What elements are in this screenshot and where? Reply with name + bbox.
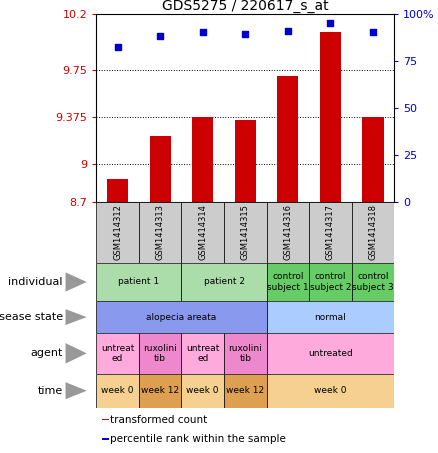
Bar (181, 333, 224, 374)
Text: week 12: week 12 (226, 386, 265, 395)
Bar (235, 120, 256, 202)
Bar (96, 333, 139, 374)
Text: week 0: week 0 (101, 386, 134, 395)
Text: GSM1414318: GSM1414318 (368, 204, 378, 260)
Text: disease state: disease state (0, 312, 63, 322)
Text: time: time (37, 386, 63, 396)
Text: control
subject 1: control subject 1 (267, 272, 309, 292)
Polygon shape (66, 272, 87, 292)
Point (114, 44, 121, 51)
Text: control
subject 3: control subject 3 (352, 272, 394, 292)
Text: agent: agent (30, 348, 63, 358)
Bar (267, 333, 394, 374)
Point (369, 29, 376, 36)
Title: GDS5275 / 220617_s_at: GDS5275 / 220617_s_at (162, 0, 328, 13)
Bar (96, 374, 139, 408)
Bar (96, 263, 181, 301)
Text: patient 1: patient 1 (118, 278, 159, 286)
Text: week 12: week 12 (141, 386, 179, 395)
Bar (139, 374, 181, 408)
Text: percentile rank within the sample: percentile rank within the sample (110, 434, 286, 444)
Text: untreated: untreated (308, 349, 353, 358)
Text: ruxolini
tib: ruxolini tib (143, 344, 177, 363)
Text: untreat
ed: untreat ed (186, 344, 219, 363)
Text: transformed count: transformed count (110, 414, 207, 424)
Text: ruxolini
tib: ruxolini tib (228, 344, 262, 363)
Point (199, 29, 206, 36)
Text: week 0: week 0 (187, 386, 219, 395)
Bar (192, 117, 213, 202)
Text: GSM1414317: GSM1414317 (326, 204, 335, 260)
Text: week 0: week 0 (314, 386, 346, 395)
Bar (139, 333, 181, 374)
Point (327, 19, 334, 27)
Polygon shape (66, 343, 87, 363)
Bar (267, 202, 309, 263)
Text: control
subject 2: control subject 2 (310, 272, 351, 292)
Bar (362, 117, 384, 202)
Text: individual: individual (8, 277, 63, 287)
Polygon shape (66, 309, 87, 325)
Bar (352, 263, 394, 301)
Text: GSM1414316: GSM1414316 (283, 204, 292, 260)
Bar (224, 333, 267, 374)
Bar (320, 32, 341, 202)
Polygon shape (66, 382, 87, 399)
Bar (352, 202, 394, 263)
Text: GSM1414312: GSM1414312 (113, 204, 122, 260)
Bar (107, 179, 128, 202)
Bar (267, 263, 309, 301)
Text: GSM1414313: GSM1414313 (155, 204, 165, 260)
Bar (181, 374, 224, 408)
Bar (181, 263, 267, 301)
Bar (96, 202, 139, 263)
Bar (181, 202, 224, 263)
Text: alopecia areata: alopecia areata (146, 313, 216, 322)
Bar (149, 136, 171, 202)
Bar (277, 76, 298, 202)
Bar (96, 301, 267, 333)
Bar (102, 419, 109, 420)
Text: GSM1414315: GSM1414315 (241, 204, 250, 260)
Bar (224, 202, 267, 263)
Bar (309, 202, 352, 263)
Bar (309, 263, 352, 301)
Text: GSM1414314: GSM1414314 (198, 204, 207, 260)
Bar (267, 374, 394, 408)
Bar (102, 438, 109, 439)
Bar (139, 202, 181, 263)
Text: untreat
ed: untreat ed (101, 344, 134, 363)
Bar (224, 374, 267, 408)
Text: patient 2: patient 2 (204, 278, 244, 286)
Text: normal: normal (314, 313, 346, 322)
Point (242, 31, 249, 38)
Point (284, 27, 291, 34)
Point (157, 33, 164, 40)
Bar (267, 301, 394, 333)
